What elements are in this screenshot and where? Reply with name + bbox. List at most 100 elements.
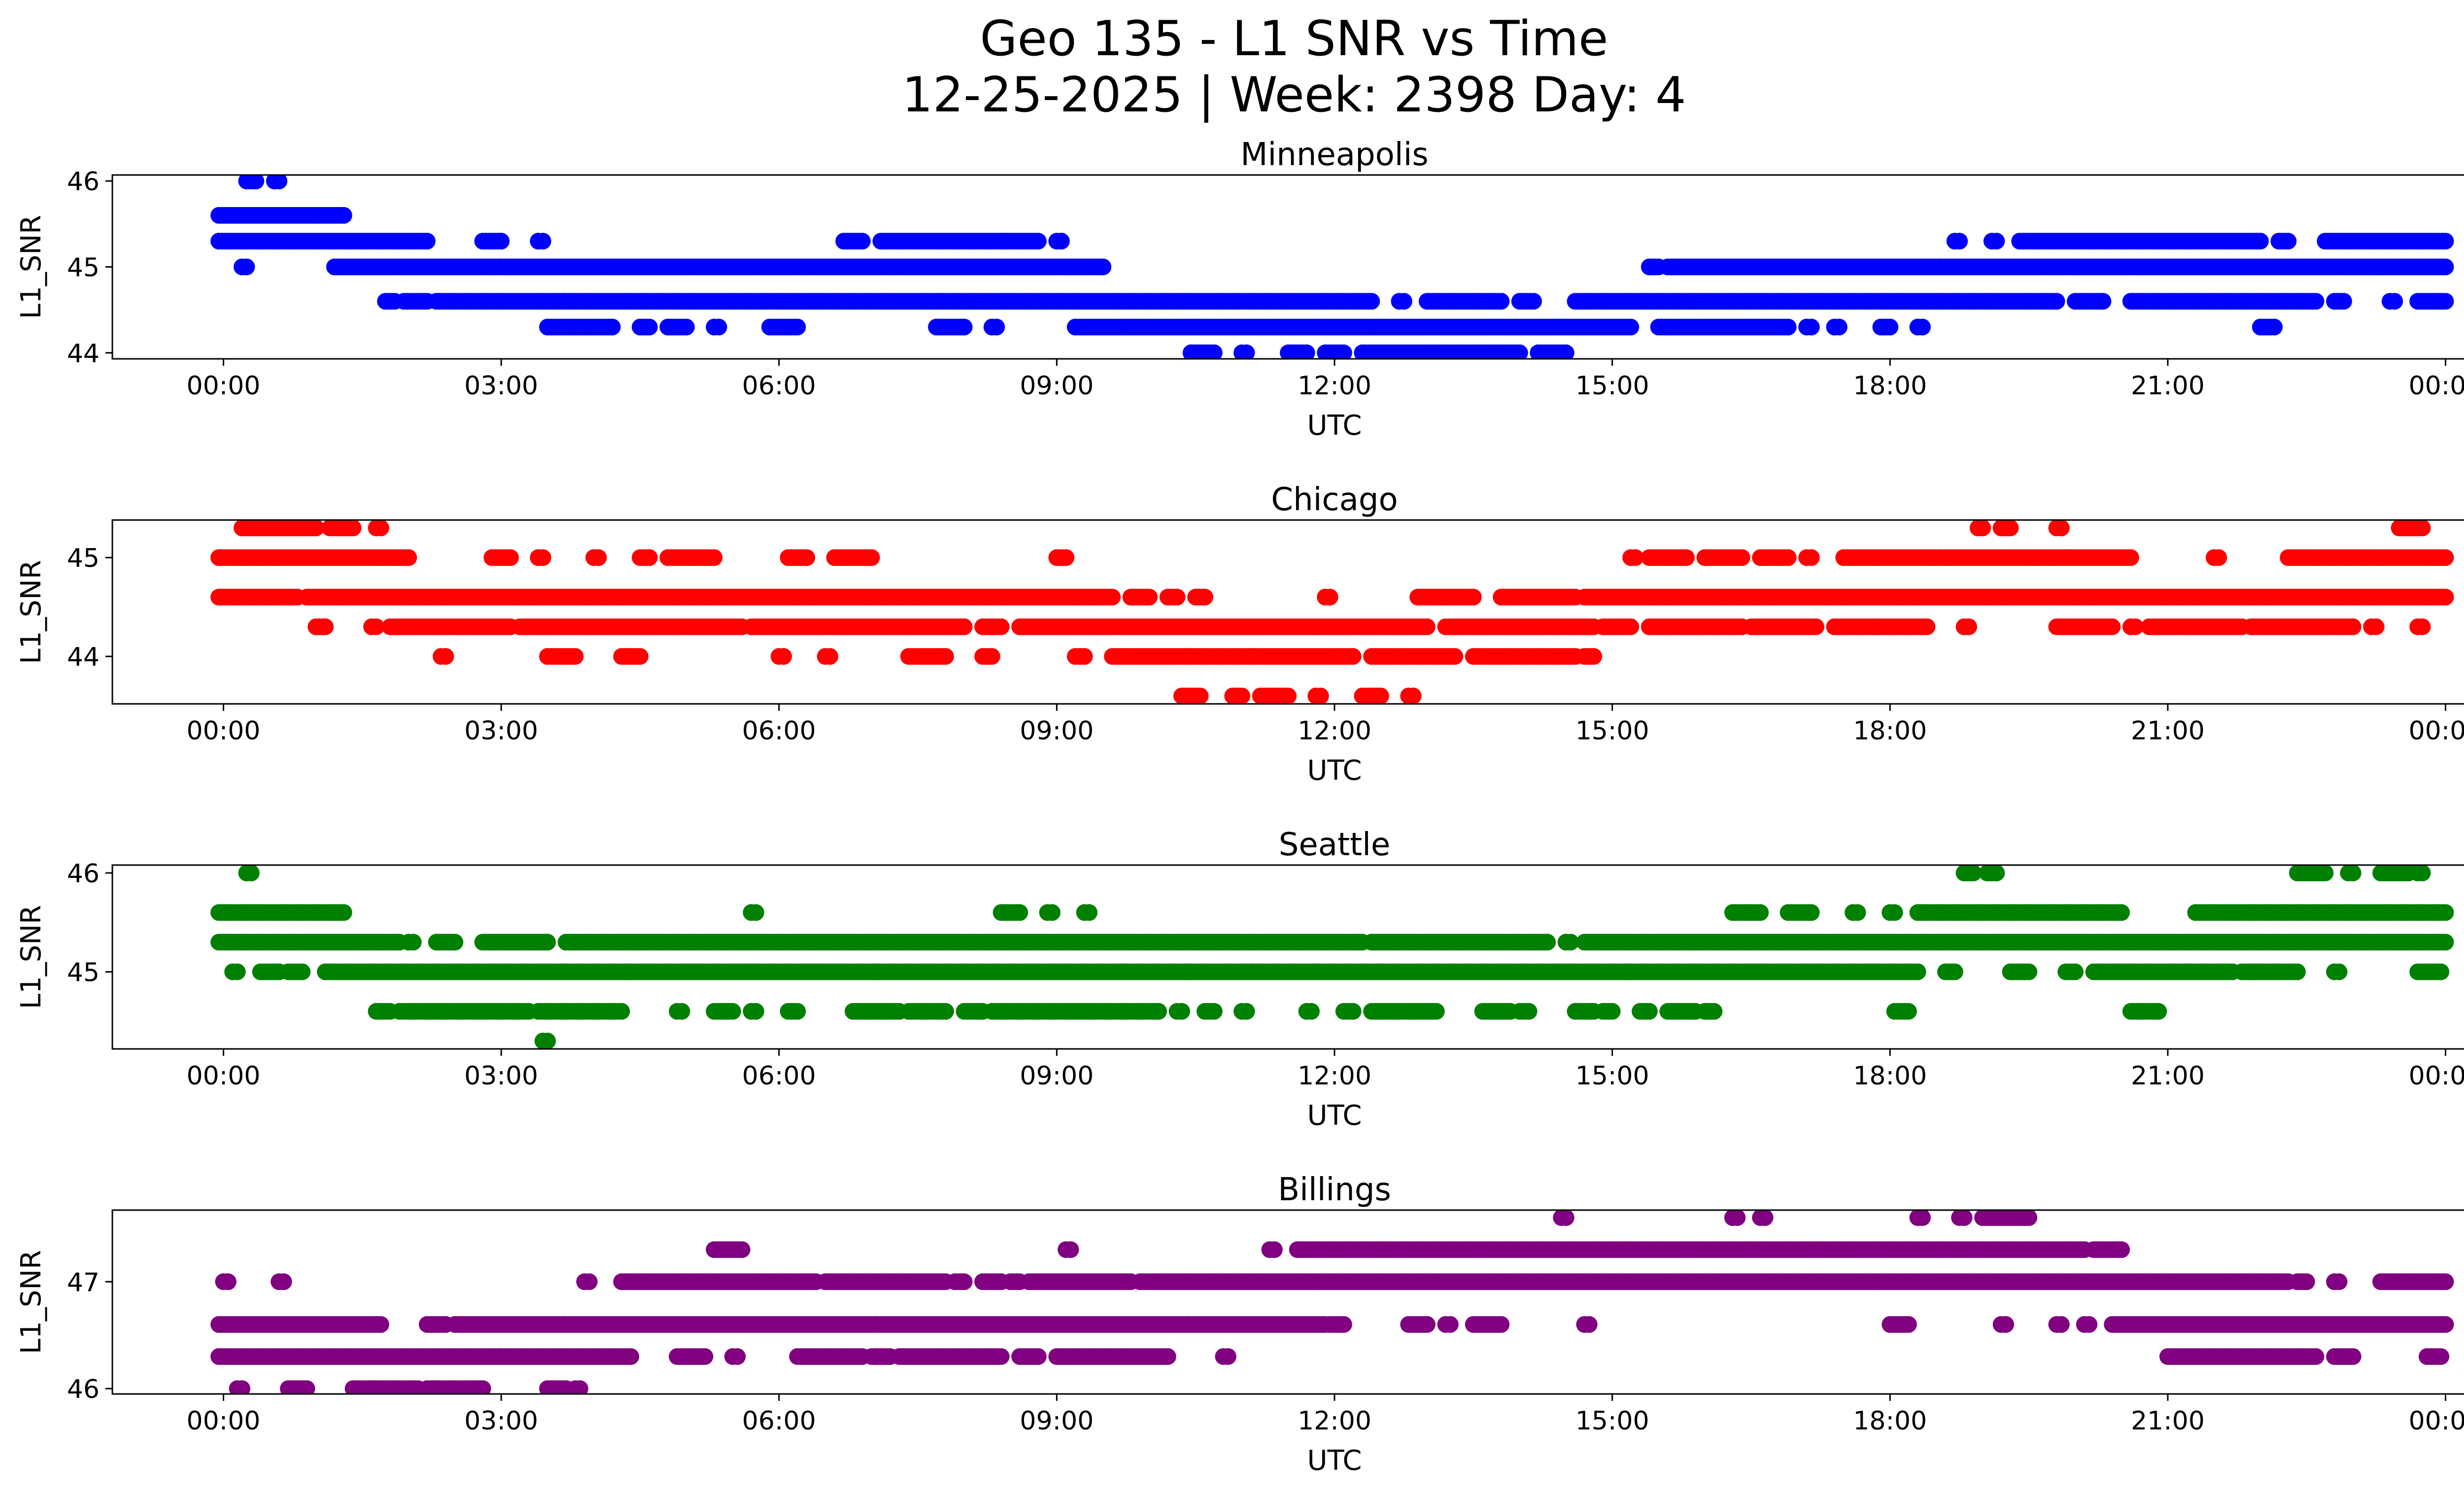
data-point [1539,934,1556,951]
figure-title-line1: Geo 135 - L1 SNR vs Time [980,11,1608,67]
data-point [1803,904,1820,921]
data-point [2127,618,2144,635]
data-point [1076,648,1093,665]
data-point [1418,618,1436,635]
data-point [238,258,255,276]
data-point [2210,549,2227,566]
x-tick-label: 00:00 [187,371,261,401]
data-point [2344,618,2361,635]
data-point [988,318,1005,336]
data-point [1446,648,1464,665]
data-point [1321,589,1338,606]
data-point [2344,865,2361,881]
data-point [798,549,816,566]
data-point [1363,293,1380,310]
data-point [2048,293,2065,310]
data-point [2437,589,2454,606]
data-point [2002,520,2019,536]
data-point [2317,865,2334,881]
data-point [2437,233,2454,250]
data-point [1493,293,1510,310]
data-point [1733,549,1750,566]
data-point [1849,904,1866,921]
data-point [710,318,727,336]
x-tick-label: 12:00 [1298,371,1371,401]
data-point [567,648,584,665]
x-axis-label: UTC [1307,755,1362,787]
data-point [1525,293,1542,310]
data-point [678,318,695,336]
data-points [210,520,2454,704]
x-tick-label: 06:00 [742,371,816,401]
data-point [1205,344,1223,359]
figure-title-line2: 12-25-2025 | Week: 2398 Day: 4 [902,67,1686,123]
data-point [400,549,417,566]
data-point [1780,549,1797,566]
data-points [210,175,2454,359]
x-tick-label: 00:00 [2409,716,2464,746]
data-point [2113,904,2130,921]
data-point [1404,688,1422,704]
data-point [956,318,973,336]
data-point [2094,293,2112,310]
data-point [1622,618,1640,635]
data-point [1197,589,1213,606]
data-point [446,934,464,951]
data-point [854,233,871,250]
y-tick-label: 45 [67,544,100,573]
x-tick-label: 15:00 [1575,371,1649,401]
data-point [706,549,723,566]
data-point [1168,589,1186,606]
data-point [2386,293,2403,310]
data-point [2437,258,2454,276]
x-tick-label: 18:00 [1853,371,1927,401]
data-point [1960,618,1977,635]
data-point [418,233,436,250]
x-tick-label: 09:00 [1020,371,1094,401]
data-point [335,904,352,921]
data-point [1233,688,1251,704]
data-point [1058,549,1075,566]
data-point [1886,904,1903,921]
data-point [2307,293,2325,310]
y-tick-label: 44 [67,339,100,369]
data-point [1622,318,1640,336]
data-point [1511,344,1528,359]
data-point [1914,318,1931,336]
x-tick-label: 21:00 [2131,716,2205,746]
data-point [2437,293,2454,310]
data-point [2280,233,2297,250]
x-tick-label: 15:00 [1575,716,1649,746]
data-point [2437,549,2454,566]
data-point [1029,233,1047,250]
data-point [1335,344,1352,359]
data-points [210,865,2454,1049]
data-point [1882,318,1899,336]
x-tick-label: 18:00 [1853,716,1927,746]
data-point [2437,934,2454,951]
data-point [294,963,311,980]
data-point [1677,549,1695,566]
data-point [1988,865,2005,881]
data-point [631,648,649,665]
y-tick-label: 45 [67,253,100,283]
data-point [2437,904,2454,921]
data-point [1803,318,1820,336]
data-point [1627,549,1644,566]
x-tick-label: 09:00 [1020,716,1094,746]
data-point [2266,318,2283,336]
data-point [1044,904,1061,921]
data-point [1053,233,1070,250]
data-point [271,175,288,190]
data-point [863,549,880,566]
data-point [437,648,454,665]
data-point [1312,688,1329,704]
data-point [317,618,334,635]
subplot-title: Seattle [1279,827,1391,863]
data-point [1974,520,1991,536]
data-point [789,318,806,336]
data-point [534,233,551,250]
data-point [1465,589,1482,606]
data-point [1752,904,1769,921]
